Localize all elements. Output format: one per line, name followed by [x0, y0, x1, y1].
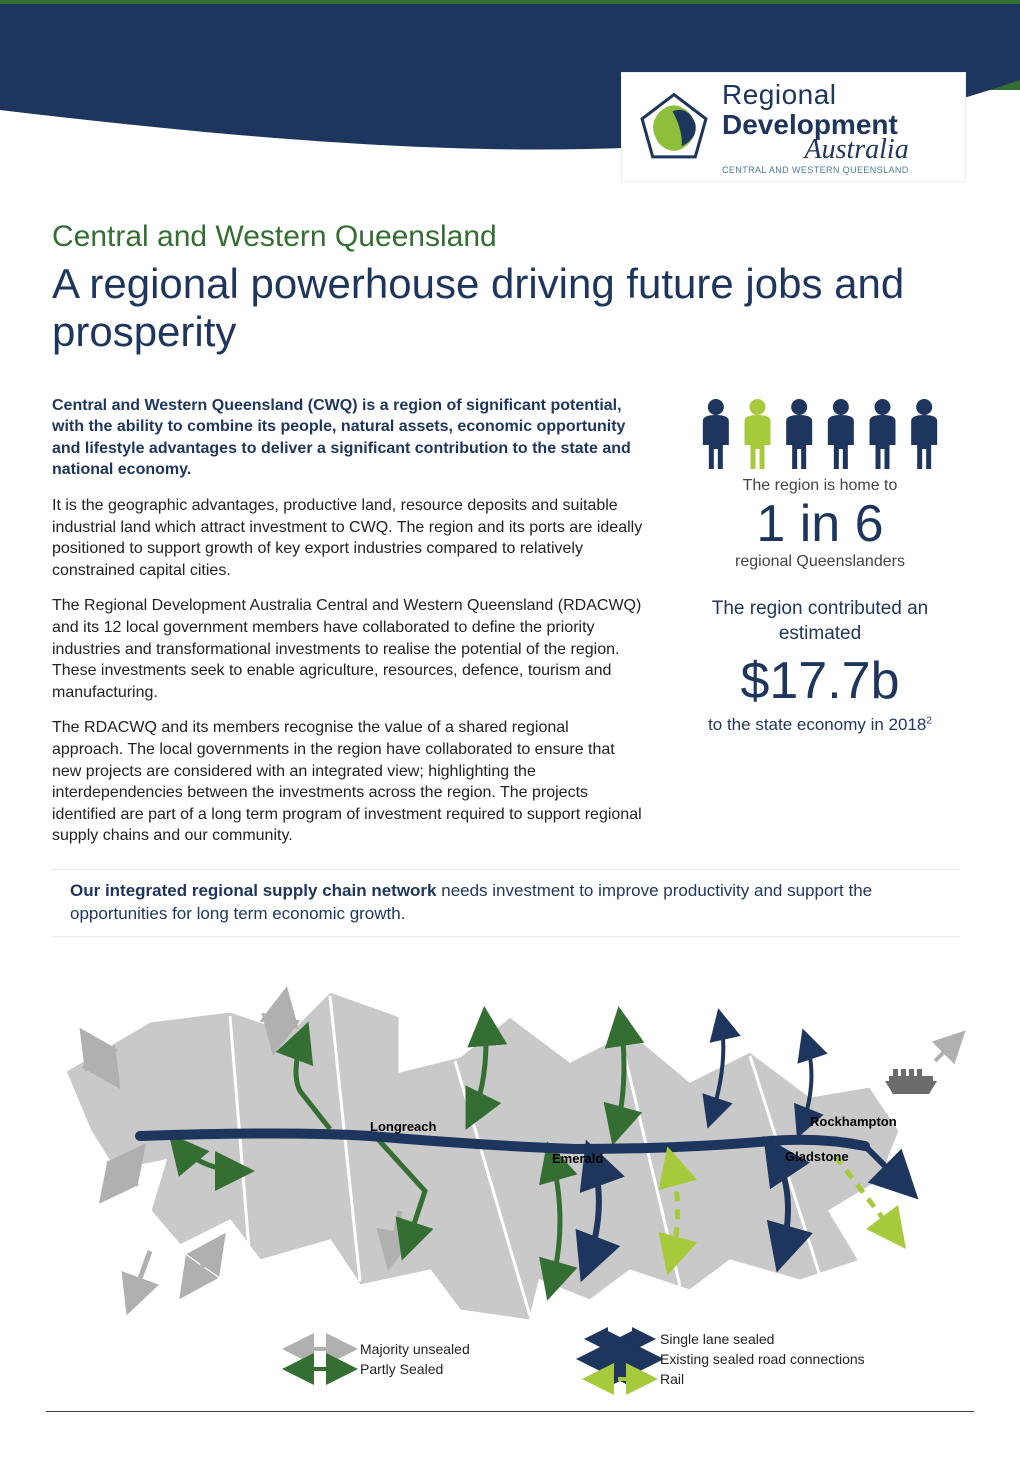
- supply-chain-map: Longreach Emerald Rockhampton Gladstone …: [30, 961, 990, 1401]
- person-icon: [786, 399, 812, 469]
- intro-p1: It is the geographic advantages, product…: [52, 495, 644, 581]
- person-icon: [828, 399, 854, 469]
- person-icon: [911, 399, 937, 469]
- stat-contrib-a: The region contributed an: [712, 598, 929, 619]
- intro-p2: The Regional Development Australia Centr…: [52, 595, 644, 703]
- body-text-column: Central and Western Queensland (CWQ) is …: [52, 395, 644, 861]
- content-area: Central and Western Queensland A regiona…: [0, 200, 1020, 947]
- people-icons: [695, 395, 945, 473]
- callout-bold: Our integrated regional supply chain net…: [70, 881, 437, 900]
- page-subtitle: Central and Western Queensland: [52, 220, 960, 254]
- stat-money-foot-text: to the state economy in 2018: [708, 715, 926, 734]
- intro-bold: Central and Western Queensland (CWQ) is …: [52, 395, 644, 481]
- person-icon: [870, 399, 896, 469]
- logo-line1: Regional: [722, 80, 909, 109]
- logo-text: Regional Development Australia CENTRAL A…: [722, 80, 909, 176]
- legend-rail: Rail: [660, 1371, 684, 1387]
- stat-contrib-b: estimated: [779, 623, 861, 644]
- ship-arrow: [935, 1036, 960, 1061]
- logo-subtext: CENTRAL AND WESTERN QUEENSLAND: [722, 166, 909, 175]
- city-rockhampton: Rockhampton: [810, 1114, 897, 1129]
- people-icon-row: [680, 395, 960, 473]
- city-longreach: Longreach: [370, 1119, 437, 1134]
- person-icon: [745, 399, 771, 469]
- callout-bar: Our integrated regional supply chain net…: [52, 869, 960, 937]
- body-grid: Central and Western Queensland (CWQ) is …: [52, 395, 960, 861]
- footer-rule: [46, 1411, 974, 1412]
- legend-single: Single lane sealed: [660, 1331, 774, 1347]
- logo-box: Regional Development Australia CENTRAL A…: [621, 72, 966, 182]
- stats-column: The region is home to 1 in 6 regional Qu…: [680, 395, 960, 861]
- stat-ratio-sub: regional Queenslanders: [680, 553, 960, 571]
- person-icon: [703, 399, 729, 469]
- stat-money-foot: to the state economy in 20182: [680, 715, 960, 735]
- stat-ratio: 1 in 6: [680, 497, 960, 552]
- city-gladstone: Gladstone: [785, 1149, 849, 1164]
- logo-mark-icon: [636, 90, 712, 166]
- page-title: A regional powerhouse driving future job…: [52, 260, 960, 357]
- legend-partly: Partly Sealed: [360, 1361, 443, 1377]
- legend-unsealed: Majority unsealed: [360, 1341, 470, 1357]
- stat-contrib-label: The region contributed an estimated: [680, 597, 960, 646]
- map-area: Longreach Emerald Rockhampton Gladstone …: [30, 961, 990, 1401]
- city-emerald: Emerald: [552, 1151, 603, 1166]
- intro-p3: The RDACWQ and its members recognise the…: [52, 717, 644, 847]
- ship-icon: [885, 1069, 937, 1094]
- stat-home-label: The region is home to: [680, 477, 960, 495]
- legend-sealed: Existing sealed road connections: [660, 1351, 865, 1367]
- map-legend: Majority unsealed Partly Sealed Single l…: [290, 1331, 865, 1387]
- stat-money: $17.7b: [680, 651, 960, 711]
- top-banner: Regional Development Australia CENTRAL A…: [0, 0, 1020, 200]
- stat-money-foot-sup: 2: [926, 715, 932, 726]
